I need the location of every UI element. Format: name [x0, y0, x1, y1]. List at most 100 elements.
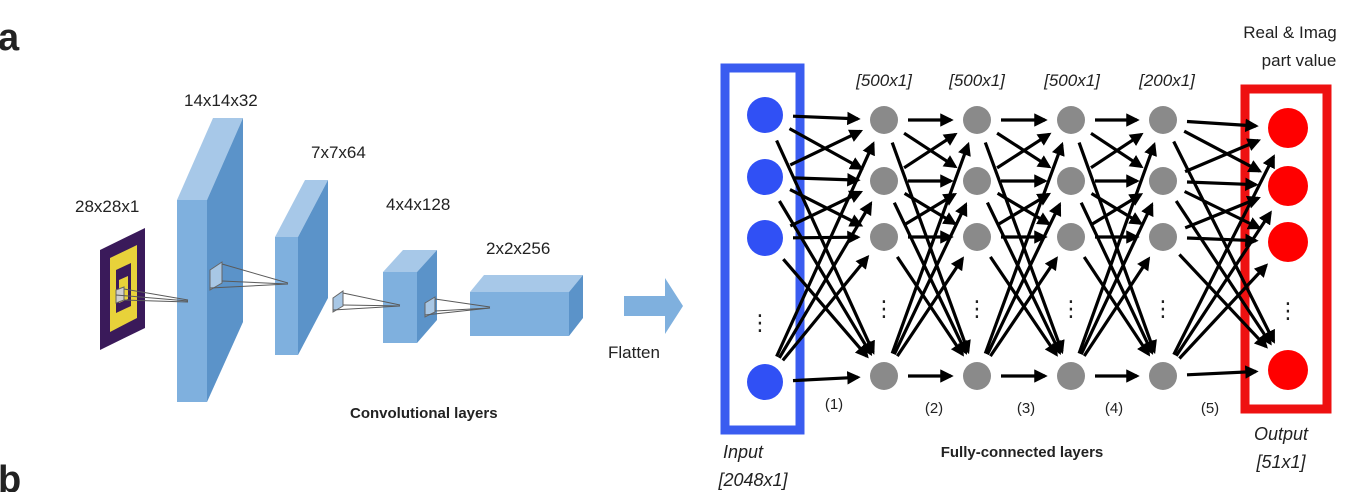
connection-arrow — [1183, 129, 1263, 173]
output-node — [1268, 222, 1308, 262]
connection-arrow — [789, 129, 864, 167]
connection-arrow — [1186, 118, 1259, 133]
panel-label-b: b — [0, 459, 21, 492]
connection-arrow — [890, 141, 971, 354]
conv-layer3-size: 4x4x128 — [386, 195, 450, 214]
flatten-arrow — [624, 278, 683, 334]
connection-arrow — [989, 256, 1058, 357]
flatten-label: Flatten — [608, 343, 660, 362]
fc-connections — [775, 111, 1276, 385]
hidden4-size: [200x1] — [1138, 71, 1196, 90]
hidden3-node — [1057, 167, 1085, 195]
layer-number-5: (5) — [1201, 400, 1219, 417]
conv-block-4 — [470, 275, 583, 336]
connection-arrow — [1186, 177, 1259, 191]
output-node — [1268, 108, 1308, 148]
receptive-field-lines — [115, 261, 491, 318]
hidden3-size: [500x1] — [1043, 71, 1101, 90]
connection-arrow — [775, 141, 875, 358]
connection-arrow — [1172, 154, 1276, 356]
hidden3-node — [1057, 362, 1085, 390]
output-node — [1268, 166, 1308, 206]
output-label: Output — [1254, 424, 1309, 444]
hidden4-ellipsis: ⋮ — [1152, 296, 1174, 321]
hidden3-ellipsis: ⋮ — [1060, 296, 1082, 321]
hidden2-node — [963, 223, 991, 251]
connection-arrow — [792, 173, 861, 187]
connection-arrow — [983, 141, 1065, 355]
conv-block-2 — [275, 180, 328, 355]
conv-caption: Convolutional layers — [350, 405, 498, 422]
conv-input-size: 28x28x1 — [75, 197, 139, 216]
hidden2-node — [963, 362, 991, 390]
hidden2-node — [963, 167, 991, 195]
hidden1-size: [500x1] — [855, 71, 913, 90]
connection-arrow — [777, 201, 873, 359]
connection-arrow — [1184, 138, 1261, 174]
connection-arrow — [1184, 195, 1261, 230]
connection-arrow — [903, 132, 958, 170]
fc-nodes — [747, 97, 1308, 400]
output-size: [51x1] — [1255, 452, 1306, 472]
conv-block-3 — [383, 250, 437, 343]
layer-number-3: (3) — [1017, 400, 1035, 417]
conv-layer4-size: 2x2x256 — [486, 239, 550, 258]
layer-number-4: (4) — [1105, 400, 1123, 417]
hidden2-node — [963, 106, 991, 134]
hidden3-node — [1057, 223, 1085, 251]
connection-arrow — [903, 193, 958, 226]
connection-arrow — [1174, 210, 1272, 357]
conv-block-1 — [177, 118, 243, 402]
connection-arrow — [1077, 141, 1157, 354]
layer-number-1: (1) — [825, 396, 843, 413]
hidden1-node — [870, 223, 898, 251]
conv-layer2-size: 7x7x64 — [311, 143, 366, 162]
connection-arrow — [996, 132, 1052, 170]
input-ellipsis: ⋮ — [749, 310, 771, 335]
input-box — [720, 63, 805, 435]
connection-arrow — [1183, 190, 1262, 230]
connection-arrow — [778, 200, 873, 357]
connection-arrow — [792, 111, 861, 126]
hidden2-ellipsis: ⋮ — [966, 296, 988, 321]
hidden4-node — [1149, 106, 1177, 134]
input-node — [747, 220, 783, 256]
output-node — [1268, 350, 1308, 390]
connection-arrow — [1178, 263, 1269, 360]
hidden4-node — [1149, 362, 1177, 390]
hidden1-node — [870, 106, 898, 134]
hidden4-node — [1149, 167, 1177, 195]
panel-label-a: a — [0, 17, 20, 59]
connection-arrow — [1090, 193, 1144, 226]
input-node — [747, 159, 783, 195]
output-title-line2: part value — [1262, 51, 1337, 70]
conv-section: 28x28x1 14x14x32 7x7x64 4x4x128 2x2x256 … — [75, 91, 583, 422]
connection-arrow — [781, 255, 870, 362]
fc-section: ⋮ ⋮ ⋮ ⋮ ⋮ ⋮ [500x1] [500x1] [500x1] [200… — [717, 23, 1336, 490]
connection-arrow — [1186, 233, 1259, 247]
connection-arrow — [1090, 132, 1144, 170]
connection-arrow — [792, 371, 861, 385]
connection-arrow — [892, 202, 968, 355]
hidden1-node — [870, 167, 898, 195]
hidden1-node — [870, 362, 898, 390]
connection-arrow — [1178, 253, 1268, 349]
hidden1-ellipsis: ⋮ — [873, 296, 895, 321]
connection-arrow — [985, 201, 1062, 356]
connection-arrow — [1172, 140, 1276, 344]
output-title-line1: Real & Imag — [1243, 23, 1337, 42]
connection-arrow — [792, 230, 861, 245]
connection-arrow — [895, 256, 964, 357]
input-node — [747, 364, 783, 400]
conv-layer1-size: 14x14x32 — [184, 91, 258, 110]
output-ellipsis: ⋮ — [1277, 298, 1299, 323]
connection-arrow — [1082, 256, 1151, 357]
hidden4-node — [1149, 223, 1177, 251]
input-label: Input — [723, 442, 764, 462]
input-node — [747, 97, 783, 133]
hidden2-size: [500x1] — [948, 71, 1006, 90]
fc-caption: Fully-connected layers — [941, 444, 1104, 461]
connection-arrow — [1079, 202, 1154, 355]
layer-number-2: (2) — [925, 400, 943, 417]
